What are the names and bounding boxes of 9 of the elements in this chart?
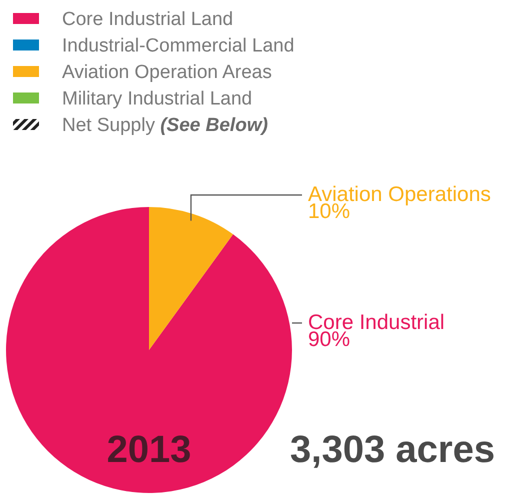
legend-label: Military Industrial Land (62, 88, 252, 110)
legend-label: Aviation Operation Areas (62, 62, 272, 83)
legend-label: Core Industrial Land (62, 9, 234, 30)
data-label: Aviation Operations 10% (308, 183, 491, 223)
legend-label: Net Supply (See Below) (62, 115, 268, 136)
legend-label: Industrial-Commercial Land (62, 36, 294, 56)
data-label: Core Industrial 90% (308, 311, 445, 351)
text: 3,303 acres (290, 429, 495, 471)
text: 2013 (106, 429, 192, 471)
